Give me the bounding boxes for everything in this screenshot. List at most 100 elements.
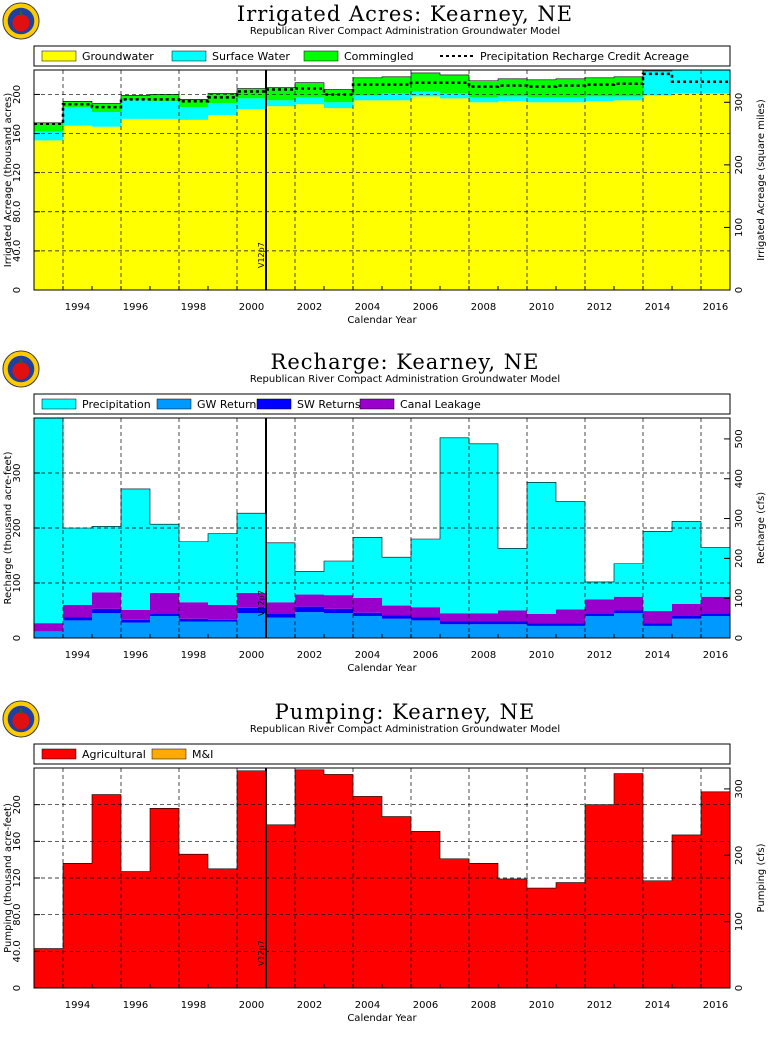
bar-precipitation — [527, 482, 556, 614]
bar-groundwater — [121, 118, 150, 290]
bar-groundwater — [498, 101, 527, 291]
bar-canal-leakage — [179, 602, 208, 619]
y2-tick-label: 300 — [734, 93, 745, 112]
bar-commingled — [556, 78, 585, 98]
x-tick-label: 1996 — [123, 302, 148, 313]
bar-agricultural — [440, 858, 469, 988]
y-tick-label: 160 — [12, 124, 23, 143]
bar-precipitation — [179, 541, 208, 603]
legend-label: Canal Leakage — [400, 398, 481, 411]
bar-groundwater — [208, 114, 237, 290]
bar-surface-water — [92, 112, 121, 127]
bar-commingled — [353, 77, 382, 96]
x-tick-label: 2004 — [355, 1000, 380, 1011]
stack-outline — [34, 769, 730, 949]
x-tick-label: 2008 — [471, 650, 496, 661]
bar-agricultural — [150, 808, 179, 988]
bar-precipitation — [469, 443, 498, 614]
legend-label: GW Returns — [197, 398, 262, 411]
legend-label: Groundwater — [82, 50, 154, 63]
bar-surface-water — [353, 95, 382, 101]
y-tick-label: 120 — [12, 868, 23, 887]
bar-gw-returns — [643, 625, 672, 638]
y-tick-label: 0 — [12, 635, 23, 641]
bar-commingled — [324, 89, 353, 103]
bar-groundwater — [411, 96, 440, 291]
model-version-label: V12p7 — [257, 590, 266, 616]
x-axis-title: Calendar Year — [347, 1013, 417, 1024]
bar-gw-returns — [614, 613, 643, 638]
bar-canal-leakage — [440, 613, 469, 622]
bar-groundwater — [179, 119, 208, 290]
x-tick-label: 2002 — [297, 302, 322, 313]
bar-agricultural — [411, 831, 440, 988]
bar-groundwater — [324, 108, 353, 290]
bar-agricultural — [527, 888, 556, 988]
model-version-label: V12p7 — [257, 242, 266, 268]
y-tick-label: 40.0 — [12, 940, 23, 962]
bar-sw-returns — [701, 613, 730, 616]
bar-agricultural — [614, 773, 643, 988]
bar-canal-leakage — [556, 609, 585, 624]
y-axis-title: Irrigated Acreage (thousand acres) — [3, 93, 14, 268]
bar-sw-returns — [411, 617, 440, 621]
legend-box — [33, 743, 731, 765]
bar-surface-water — [150, 101, 179, 119]
bar-gw-returns — [527, 625, 556, 638]
x-tick-label: 1994 — [65, 302, 90, 313]
bar-gw-returns — [92, 613, 121, 638]
chart-title: Pumping: Kearney, NE — [274, 700, 536, 724]
pumping-panel: Pumping: Kearney, NE Republican River Co… — [0, 698, 768, 1038]
bar-canal-leakage — [527, 613, 556, 624]
bar-agricultural — [208, 868, 237, 988]
y2-axis-title: Pumping (cfs) — [756, 843, 767, 912]
x-tick-label: 2004 — [355, 650, 380, 661]
legend-swatch — [41, 398, 77, 410]
legend-box — [33, 45, 731, 67]
bar-canal-leakage — [585, 599, 614, 614]
y2-tick-label: 200 — [734, 846, 745, 865]
apple-logo-icon — [2, 700, 40, 738]
bar-precipitation — [672, 521, 701, 604]
bar-gw-returns — [498, 624, 527, 638]
bar-sw-returns — [324, 608, 353, 614]
y2-tick-label: 0 — [734, 985, 745, 991]
chart-title: Recharge: Kearney, NE — [270, 350, 540, 374]
model-version-label: V12p7 — [257, 940, 266, 966]
bar-commingled — [411, 72, 440, 92]
apple-logo-icon — [2, 350, 40, 388]
bar-gw-returns — [672, 618, 701, 638]
bar-commingled — [440, 74, 469, 94]
chart-subtitle: Republican River Compact Administration … — [249, 374, 561, 385]
y-tick-label: 300 — [12, 463, 23, 482]
legend-swatch — [41, 50, 77, 62]
bar-precipitation — [440, 437, 469, 614]
bar-commingled — [527, 79, 556, 98]
bar-commingled — [585, 77, 614, 97]
bar-surface-water — [585, 96, 614, 102]
x-tick-label: 2014 — [645, 302, 670, 313]
y-tick-label: 160 — [12, 832, 23, 851]
bar-surface-water — [121, 100, 150, 119]
bar-precipitation — [585, 581, 614, 600]
precip-credit-line — [34, 72, 730, 126]
bar-precipitation — [411, 539, 440, 608]
legend-label: M&I — [192, 748, 213, 761]
gridlines — [34, 418, 730, 638]
bar-precipitation — [701, 547, 730, 597]
bar-precipitation — [643, 531, 672, 612]
y-tick-label: 0 — [12, 287, 23, 293]
bar-commingled — [121, 95, 150, 101]
bar-canal-leakage — [92, 592, 121, 609]
x-tick-label: 2010 — [529, 650, 554, 661]
x-tick-label: 1998 — [181, 1000, 206, 1011]
legend-swatch — [303, 50, 339, 62]
bar-precipitation — [266, 542, 295, 603]
x-axis-title: Calendar Year — [347, 315, 417, 326]
bar-sw-returns — [382, 615, 411, 619]
x-tick-label: 2002 — [297, 1000, 322, 1011]
bar-canal-leakage — [469, 613, 498, 622]
bar-sw-returns — [469, 621, 498, 625]
bar-surface-water — [672, 70, 701, 94]
bar-surface-water — [237, 98, 266, 110]
